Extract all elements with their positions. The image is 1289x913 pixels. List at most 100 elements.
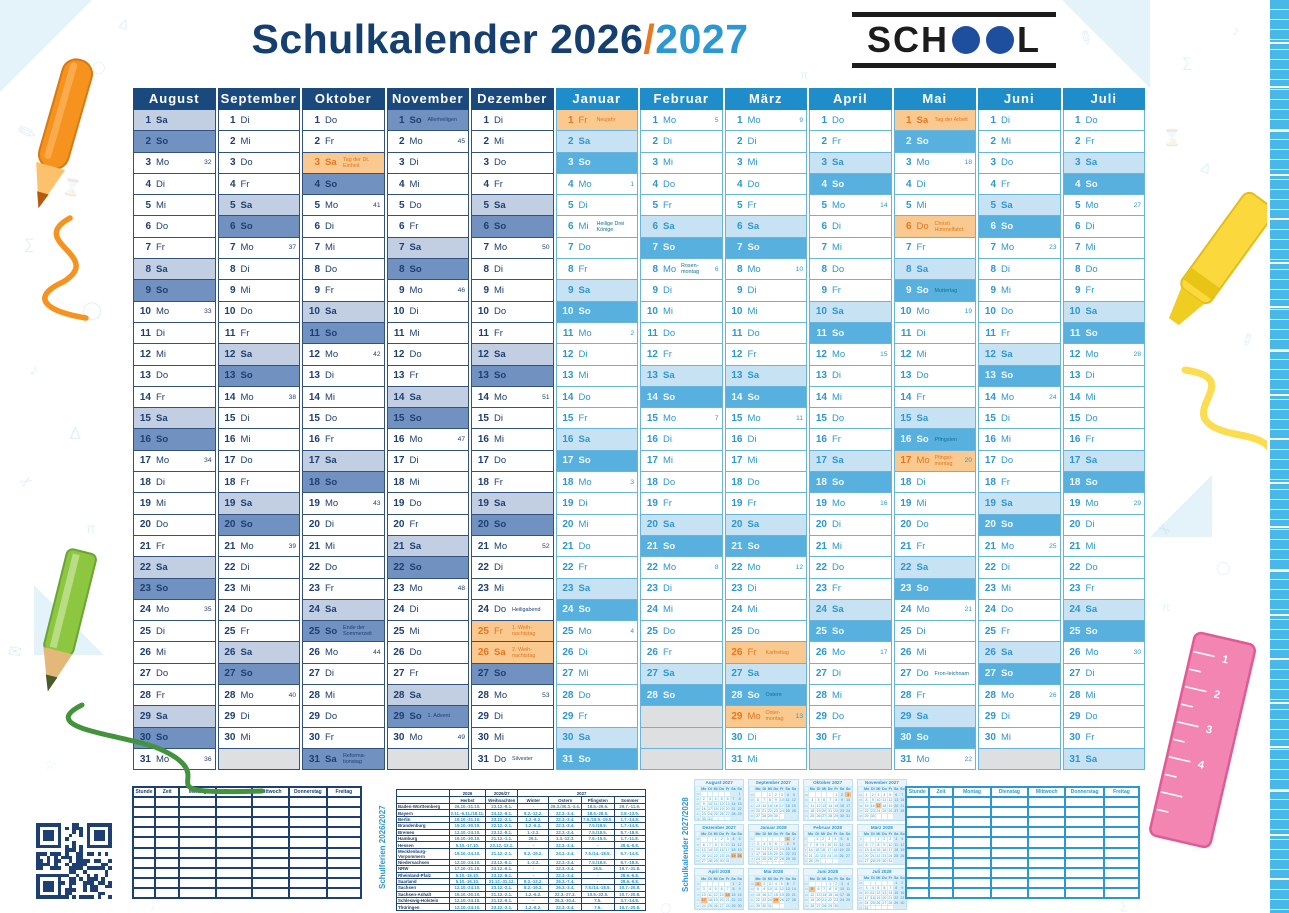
day-cell: 19 Fr: [641, 493, 722, 515]
month-body: 1 Do 2 Fr 3 Sa 4 So 5 Mo 27 6 Di 7 Mi 8 Do 9 Fr 10 Sa 11 So 12 M…: [1062, 110, 1145, 770]
timetable-cell: [928, 877, 954, 888]
day-number: 31: [308, 753, 320, 765]
day-number: 12: [477, 348, 489, 360]
timetable-cell: [928, 887, 954, 899]
day-number: 5: [398, 199, 405, 211]
qr-module: [72, 844, 76, 849]
weekday-abbr: Mi: [325, 242, 336, 254]
weekday-abbr: Di: [832, 519, 841, 531]
weekday-abbr: Mo: [409, 285, 423, 297]
qr-module: [50, 851, 55, 856]
weekday-abbr: So: [325, 327, 338, 339]
day-cell: 21 Mi: [810, 535, 891, 558]
day-cell: 29 Sa: [894, 706, 975, 728]
mini-day-cell: 23: [869, 807, 877, 815]
timetable-cell: [953, 877, 991, 888]
day-number: 10: [1069, 306, 1081, 318]
day-number: 22: [139, 561, 151, 573]
day-cell: 25 Mi: [387, 621, 468, 643]
logo-text-pre: SCH: [866, 19, 949, 60]
qr-module: [57, 873, 62, 878]
day-number: 15: [224, 412, 236, 424]
timetable-header-cell: Dienstag: [990, 787, 1029, 798]
day-number: 13: [393, 370, 405, 382]
qr-module: [36, 884, 40, 889]
timetable-cell: [1065, 827, 1104, 838]
day-cell: 14 So: [641, 386, 722, 409]
qr-module: [57, 833, 62, 838]
day-cell: 20 Di: [810, 514, 891, 536]
weekday-abbr: Fr: [409, 519, 419, 531]
day-cell: 18 Do: [725, 472, 806, 494]
weekday-abbr: Sa: [747, 370, 760, 382]
weekday-abbr: Sa: [240, 647, 253, 659]
qr-module: [57, 888, 62, 892]
day-number: 24: [646, 604, 658, 616]
timetable-header-cell: Stunde: [906, 787, 929, 798]
weekday-abbr: Mi: [578, 519, 589, 531]
weekday-abbr: Mo: [1085, 497, 1099, 509]
weekday-abbr: Sa: [494, 199, 506, 211]
weekday-abbr: Sa: [156, 412, 168, 424]
day-number: 13: [308, 370, 320, 382]
day-cell: 6 Fr: [387, 216, 468, 238]
month-body: 1 Di 2 Mi 3 Do 4 Fr 5 Sa 6 So 7 Mo 23 8 Di 9 Mi 10 Do 11 Fr 12 S…: [978, 110, 1061, 770]
weekday-abbr: Fr: [578, 263, 588, 275]
qr-module: [36, 833, 40, 838]
mini-day-cell: [880, 905, 889, 910]
qr-module: [54, 855, 58, 860]
weekday-abbr: Fr: [747, 348, 757, 360]
weekday-abbr: Sa: [1085, 157, 1098, 169]
weekday-abbr: Mo: [409, 135, 423, 147]
timetable-cell: [179, 877, 216, 888]
day-cell: 20 Fr: [387, 514, 468, 536]
day-number: 23: [1069, 583, 1081, 595]
timetable-cell: [179, 817, 216, 828]
day-cell: 20 Di: [303, 514, 384, 536]
mini-week-number: 17: [695, 902, 701, 910]
day-cell: 11 Mi: [387, 322, 468, 345]
mini-day-cell: 12: [766, 845, 774, 852]
day-cell: 1 Di: [218, 110, 299, 132]
day-number: 19: [646, 497, 658, 509]
day-number: 1: [567, 114, 574, 126]
mini-week-row: 41 11 12 13 14 15 16 17: [803, 802, 852, 809]
day-number: 20: [815, 519, 827, 531]
day-cell: 13 Di: [1063, 365, 1144, 387]
ferien-state-name: Hessen: [396, 841, 450, 849]
day-cell: 16 Fr: [1063, 429, 1144, 451]
mini-day-cell: [844, 857, 852, 865]
day-cell: 21 Fr: [134, 535, 215, 558]
mini-weekday-header: So: [844, 875, 852, 882]
day-number: 5: [905, 199, 912, 211]
day-number: 22: [477, 561, 489, 573]
weekday-abbr: So: [409, 412, 422, 424]
day-cell: 3 Mi: [725, 152, 806, 174]
day-number: 14: [815, 391, 827, 403]
weekday-abbr: Mo: [916, 753, 930, 765]
weekday-abbr: Mo: [156, 306, 170, 318]
day-cell: 8 Fr: [556, 259, 637, 281]
day-number: 7: [483, 242, 489, 254]
day-number: 20: [731, 519, 743, 531]
day-cell: 25 Di: [134, 621, 215, 643]
holiday-label: 1. Weih-nachtstag: [512, 625, 536, 638]
timetable-cell: [1103, 807, 1139, 818]
day-number: 28: [900, 689, 912, 701]
day-number: 26: [900, 647, 912, 659]
day-number: 24: [139, 604, 151, 616]
day-number: 3: [229, 157, 236, 169]
month-body: 1 So Allerheiligen 2 Mo 45 3 Di 4 Mi 5 Do 6 Fr 7 Sa 8 So 9…: [386, 110, 469, 770]
day-number: 29: [984, 710, 996, 722]
day-number: 27: [646, 668, 658, 680]
timetable-cell: [953, 857, 991, 868]
qr-module: [46, 880, 51, 885]
timetable-cell: [215, 867, 253, 878]
weekday-abbr: So: [1001, 370, 1014, 382]
mini-week-number: 35: [749, 791, 756, 798]
mini-day-cell: 24: [699, 902, 708, 910]
mini-day-cell: 29: [813, 857, 821, 865]
qr-module: [36, 851, 40, 856]
weekday-abbr: Mi: [494, 434, 505, 446]
doodle-icon: ⌛: [1162, 130, 1182, 147]
